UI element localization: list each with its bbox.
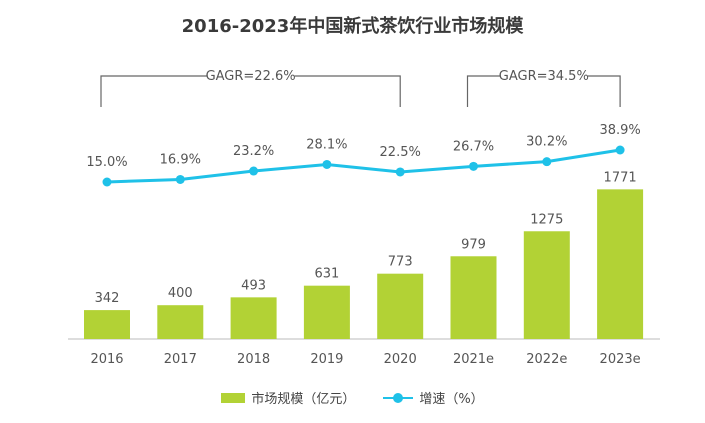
bar-value-label: 979 bbox=[461, 237, 486, 252]
growth-rate-point bbox=[322, 159, 332, 169]
x-tick-label: 2016 bbox=[90, 352, 123, 367]
legend-item-bar: 市场规模（亿元） bbox=[221, 388, 355, 407]
growth-rate-label: 22.5% bbox=[380, 145, 421, 160]
legend-line-swatch bbox=[383, 392, 414, 403]
bar-value-label: 342 bbox=[95, 291, 120, 306]
x-tick-label: 2020 bbox=[384, 352, 417, 367]
bar-2019 bbox=[303, 285, 350, 339]
bar-value-label: 493 bbox=[241, 278, 266, 293]
growth-rate-point bbox=[175, 174, 185, 184]
growth-rate-point bbox=[469, 161, 478, 171]
bar-2021e bbox=[450, 256, 497, 339]
growth-rate-label: 30.2% bbox=[526, 135, 567, 150]
cagr-bracket-1 bbox=[100, 75, 401, 107]
legend-item-line: 增速（%） bbox=[383, 388, 484, 407]
legend-bar-label: 市场规模（亿元） bbox=[251, 392, 356, 407]
growth-rate-label: 15.0% bbox=[86, 155, 127, 170]
bar-value-label: 1771 bbox=[604, 170, 637, 185]
legend-line-label: 增速（%） bbox=[419, 392, 484, 407]
legend: 市场规模（亿元） 增速（%） bbox=[0, 388, 705, 407]
legend-bar-swatch bbox=[221, 392, 246, 403]
bar-value-label: 1275 bbox=[530, 212, 563, 227]
bar-value-label: 400 bbox=[168, 286, 193, 301]
x-tick-label: 2022e bbox=[526, 352, 567, 367]
x-tick-label: 2023e bbox=[600, 352, 641, 367]
x-tick-label: 2018 bbox=[237, 352, 270, 367]
cagr-bracket-2 bbox=[466, 75, 621, 107]
growth-rate-label: 23.2% bbox=[233, 144, 274, 159]
chart-canvas: 342 2016 400 2017 493 2018 631 2019 773 2020 979 20… bbox=[68, 69, 660, 367]
x-tick-label: 2019 bbox=[310, 352, 343, 367]
cagr-label: GAGR=34.5% bbox=[499, 69, 589, 84]
growth-rate-label: 38.9% bbox=[599, 123, 640, 138]
growth-rate-point bbox=[102, 177, 112, 187]
x-tick-label: 2021e bbox=[453, 352, 494, 367]
bar-2018 bbox=[230, 297, 277, 339]
bar-2022e bbox=[523, 231, 570, 339]
bar-2016 bbox=[84, 310, 130, 339]
chart-title: 2016-2023年中国新式茶饮行业市场规模 bbox=[181, 16, 524, 37]
growth-rate-point bbox=[249, 166, 259, 176]
growth-rate-line bbox=[106, 148, 621, 184]
bar-2023e bbox=[597, 189, 644, 339]
growth-rate-label: 16.9% bbox=[160, 152, 201, 167]
growth-rate-label: 28.1% bbox=[306, 137, 347, 152]
bar-2020 bbox=[377, 273, 424, 339]
growth-rate-point bbox=[395, 167, 405, 177]
growth-rate-point bbox=[615, 145, 625, 155]
growth-rate-point bbox=[542, 157, 552, 167]
bar-value-label: 631 bbox=[314, 267, 339, 282]
growth-rate-label: 26.7% bbox=[453, 139, 494, 154]
x-tick-label: 2017 bbox=[164, 352, 197, 367]
bar-2017 bbox=[157, 305, 204, 339]
cagr-label: GAGR=22.6% bbox=[206, 69, 296, 84]
bar-value-label: 773 bbox=[388, 255, 413, 270]
